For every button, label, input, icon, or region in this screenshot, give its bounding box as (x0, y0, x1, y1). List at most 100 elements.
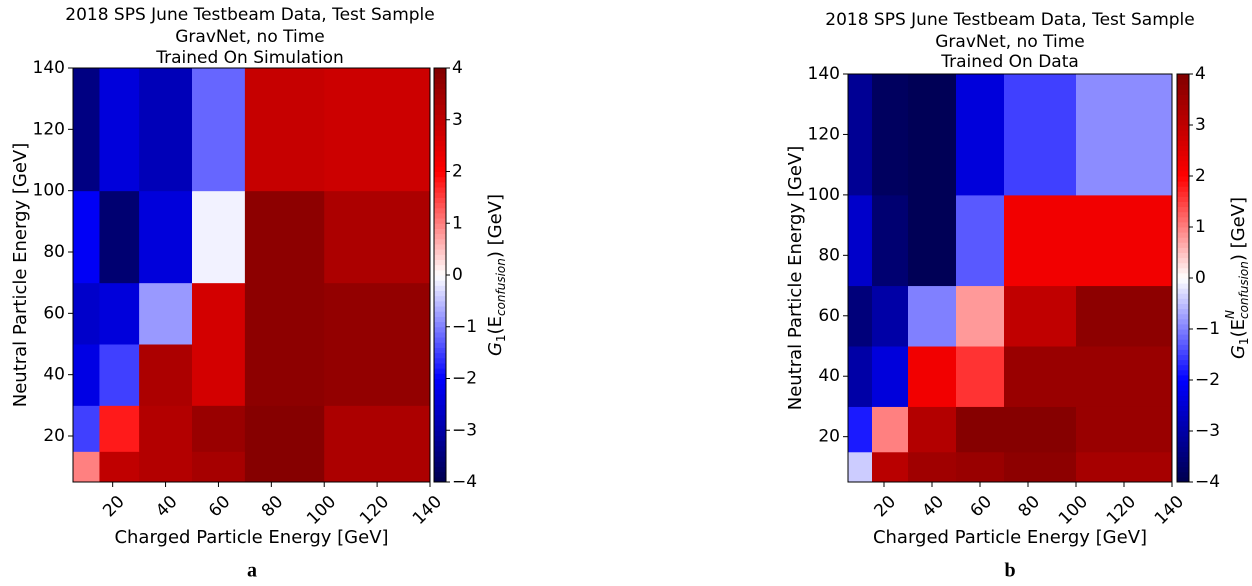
colorbar-step (1177, 293, 1189, 299)
heatmap-cell (1004, 406, 1077, 453)
colorbar-tick-label: 3 (452, 110, 463, 130)
colorbar-tick-label: −1 (452, 317, 477, 337)
heatmap-cell (1076, 346, 1173, 407)
colorbar-step (1177, 181, 1189, 187)
colorbar-step (1177, 227, 1189, 233)
colorbar-step (434, 425, 446, 431)
x-tick-label: 140 (409, 492, 446, 529)
colorbar-step (434, 269, 446, 276)
colorbar-step (434, 166, 446, 172)
heatmap-cell (139, 190, 193, 284)
colorbar-step (1177, 323, 1189, 330)
colorbar-step (434, 461, 446, 467)
heatmap-cell (872, 451, 909, 483)
heatmap-cell (956, 285, 1005, 347)
colorbar-step (434, 435, 446, 442)
y-axis-label: Neutral Particle Energy [GeV] (10, 143, 31, 408)
colorbar-step (1177, 349, 1189, 355)
x-tick-label: 20 (871, 492, 900, 521)
heatmap-cell (956, 74, 1005, 196)
colorbar-step (1177, 456, 1189, 463)
colorbar-step (434, 409, 446, 416)
colorbar-step (1177, 186, 1189, 192)
colorbar-step (434, 73, 446, 79)
colorbar-step (434, 99, 446, 105)
colorbar-step (434, 249, 446, 255)
colorbar-step (1177, 191, 1189, 197)
colorbar-step (434, 450, 446, 457)
colorbar-tick-label: −3 (1195, 421, 1220, 441)
colorbar-step (434, 404, 446, 411)
heatmap-cell (192, 282, 246, 345)
colorbar-step (1177, 466, 1189, 473)
heatmap-cell (139, 68, 193, 192)
colorbar-step (434, 321, 446, 328)
colorbar-step (1177, 135, 1189, 141)
heatmap-cell (324, 68, 431, 192)
heatmap-cell (1004, 194, 1077, 287)
heatmap-cell (73, 344, 100, 406)
heatmap-cell (244, 451, 325, 483)
colorbar-label-part: (E (1228, 319, 1249, 337)
colorbar-label-part: confusion (494, 258, 508, 316)
heatmap-cell (1076, 194, 1173, 287)
heatmap-cell (1004, 74, 1077, 196)
colorbar-label-part: (E (485, 316, 506, 334)
heatmap-cell (956, 346, 1005, 407)
heatmap-cell (848, 451, 873, 483)
colorbar-step (1177, 441, 1189, 447)
colorbar-step (1177, 79, 1189, 85)
colorbar-tick-label: −3 (452, 420, 477, 440)
heatmap-cell (956, 406, 1005, 453)
y-tick-label: 60 (818, 306, 840, 326)
heatmap-cell (99, 405, 140, 452)
colorbar-step (434, 78, 446, 85)
colorbar-tick-label: −2 (452, 369, 477, 389)
colorbar-step (1177, 232, 1189, 238)
colorbar-step (1177, 89, 1189, 95)
colorbar-step (434, 342, 446, 348)
colorbar-step (434, 192, 446, 198)
colorbar-label-part: N (1223, 310, 1237, 319)
y-tick-label: 80 (818, 245, 840, 265)
heatmap-cell (192, 451, 246, 483)
chart-title: GravNet, no Time (935, 32, 1084, 52)
colorbar-step (1177, 339, 1189, 345)
colorbar-step (434, 202, 446, 209)
colorbar-step (434, 171, 446, 178)
colorbar-step (1177, 262, 1189, 269)
colorbar-step (1177, 160, 1189, 167)
y-tick-label: 40 (43, 365, 65, 385)
colorbar-step (434, 187, 446, 193)
colorbar-step (434, 238, 446, 245)
heatmap-cell (908, 285, 957, 347)
colorbar-step (434, 471, 446, 478)
colorbar-step (434, 326, 446, 333)
heatmap-cell (192, 190, 246, 284)
colorbar-tick-label: −4 (452, 472, 477, 492)
heatmap-cell (872, 194, 909, 287)
colorbar-step (1177, 267, 1189, 274)
heatmap-cell (1076, 285, 1173, 347)
y-axis-label: Neutral Particle Energy [GeV] (785, 146, 806, 411)
x-tick-label: 80 (1015, 492, 1044, 521)
colorbar-step (434, 223, 446, 229)
colorbar-label-part: 1 (1237, 337, 1251, 345)
heatmap-cell (192, 405, 246, 452)
colorbar-step (434, 254, 446, 260)
colorbar-step (1177, 211, 1189, 218)
colorbar-step (1177, 196, 1189, 202)
colorbar-step (434, 233, 446, 240)
heatmap-cell (324, 405, 431, 452)
heatmap-cell (99, 68, 140, 192)
heatmap-cell (872, 74, 909, 196)
colorbar-step (434, 466, 446, 473)
colorbar-step (1177, 405, 1189, 412)
colorbar-step (434, 275, 446, 281)
colorbar-label-part: 1 (494, 334, 508, 342)
colorbar-step (1177, 380, 1189, 386)
colorbar-step (434, 88, 446, 95)
colorbar-step (434, 419, 446, 426)
colorbar-step (434, 135, 446, 141)
heatmap-cell (73, 405, 100, 452)
